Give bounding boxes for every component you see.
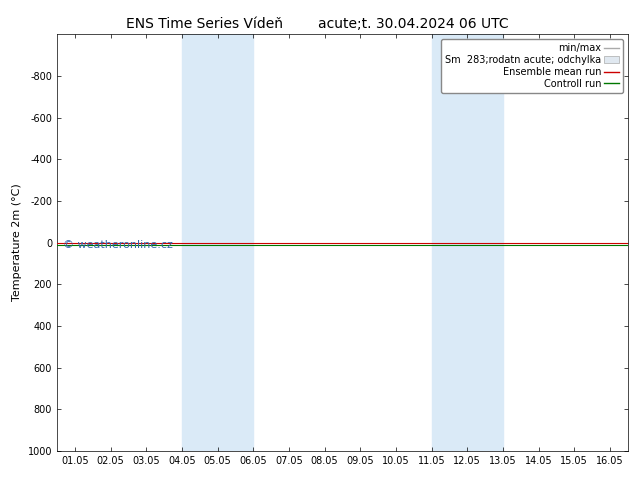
- Bar: [432, 34, 503, 451]
- Bar: [182, 34, 253, 451]
- Text: ENS Time Series Vídeň        acute;t. 30.04.2024 06 UTC: ENS Time Series Vídeň acute;t. 30.04.202…: [126, 17, 508, 31]
- Y-axis label: Temperature 2m (°C): Temperature 2m (°C): [12, 184, 22, 301]
- Text: © weatheronline.cz: © weatheronline.cz: [63, 240, 172, 249]
- Legend: min/max, Sm  283;rodatn acute; odchylka, Ensemble mean run, Controll run: min/max, Sm 283;rodatn acute; odchylka, …: [441, 39, 623, 93]
